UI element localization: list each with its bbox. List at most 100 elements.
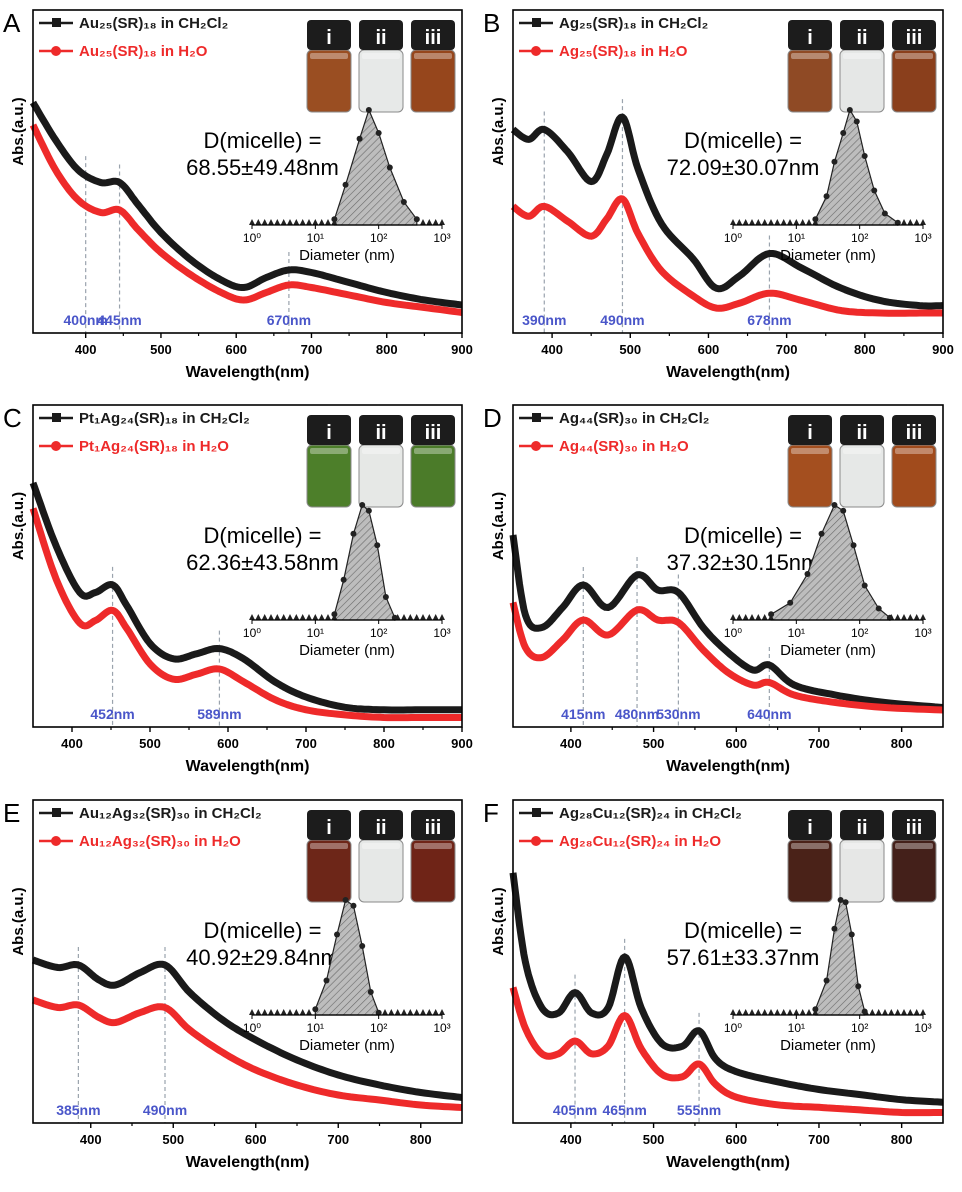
- legend-square-marker: [532, 413, 541, 422]
- peak-label: 670nm: [267, 312, 311, 328]
- series-line-ch2cl2: [509, 534, 944, 711]
- dls-marker: [920, 219, 926, 225]
- vial-cap: [411, 415, 455, 445]
- dls-marker: [875, 1009, 882, 1015]
- inset-tick-label: 10⁰: [724, 1021, 742, 1035]
- dls-marker: [413, 1009, 420, 1015]
- x-tick-label: 700: [301, 342, 323, 357]
- peak-label: 445nm: [97, 312, 141, 328]
- x-tick-label: 800: [376, 342, 398, 357]
- panel-b: B 390nm 490nm 678nm 400 500 600 700 800 900 Wavele…: [483, 8, 954, 381]
- dls-point: [848, 931, 855, 938]
- x-tick-label: 400: [61, 736, 83, 751]
- dls-point: [861, 1008, 868, 1015]
- dls-marker: [407, 614, 414, 620]
- inset-tick-label: 10¹: [788, 1021, 805, 1035]
- panel-f: F 405nm 465nm 555nm 400 500 600 700 800 Wavelengt…: [483, 798, 944, 1171]
- dls-point: [382, 594, 389, 600]
- dls-marker: [420, 614, 426, 620]
- dls-point: [837, 897, 844, 903]
- x-tick-label: 400: [560, 736, 582, 751]
- dls-point: [861, 153, 868, 159]
- legend-entry-h2o: Au₂₅(SR)₁₈ in H₂O: [39, 43, 208, 60]
- x-tick-label: 600: [245, 1132, 267, 1147]
- dls-marker: [407, 1009, 414, 1015]
- dls-marker: [768, 1009, 774, 1015]
- peak-label: 589nm: [197, 706, 241, 722]
- dls-marker: [787, 219, 793, 225]
- peak-label: 405nm: [553, 1102, 597, 1118]
- vial-highlight: [843, 843, 881, 849]
- vial-body: [358, 444, 404, 508]
- vial-ii: ii: [358, 20, 404, 113]
- dls-marker: [249, 614, 255, 620]
- dls-marker: [293, 219, 300, 225]
- vial-highlight: [362, 843, 400, 849]
- dls-marker: [774, 219, 781, 225]
- y-axis-title: Abs.(a.u.): [10, 97, 27, 165]
- dls-marker: [401, 614, 407, 620]
- legend-entry-h2o: Ag₂₈Cu₁₂(SR)₂₄ in H₂O: [519, 833, 721, 850]
- vial-body: [839, 839, 885, 903]
- series-line-h2o: [31, 996, 463, 1111]
- vial-label: ii: [375, 817, 386, 839]
- vial-highlight: [895, 53, 933, 59]
- dls-marker: [780, 1009, 787, 1015]
- vial-ii: ii: [358, 415, 404, 508]
- dls-marker: [394, 1009, 401, 1015]
- dls-marker: [268, 614, 274, 620]
- micelle-value: 40.92±29.84nm: [186, 945, 339, 970]
- dls-marker: [299, 614, 306, 620]
- panel-letter: D: [483, 403, 502, 433]
- dls-distribution: [814, 899, 866, 1016]
- dls-marker: [730, 219, 736, 225]
- dls-marker: [382, 1009, 388, 1015]
- dls-marker: [901, 1009, 907, 1015]
- inset-tick-label: 10⁰: [243, 626, 261, 640]
- dls-point: [367, 989, 374, 995]
- dls-marker: [312, 219, 319, 225]
- y-axis-title: Abs.(a.u.): [490, 492, 507, 560]
- vial-body: [410, 839, 456, 903]
- dls-inset: 10⁰ 10¹ 10² 10³ Diameter (nm): [724, 897, 932, 1054]
- legend-circle-marker: [531, 836, 541, 846]
- inset-tick-label: 10³: [914, 1021, 931, 1035]
- inset-tick-label: 10²: [370, 1021, 387, 1035]
- dls-point: [840, 130, 847, 136]
- series-line-ch2cl2: [509, 872, 944, 1106]
- series-line-h2o: [29, 123, 464, 316]
- vial-cap: [788, 810, 832, 840]
- dls-point: [768, 611, 775, 618]
- dls-point: [340, 576, 347, 583]
- inset-tick-label: 10⁰: [724, 626, 742, 640]
- dls-marker: [280, 1009, 287, 1015]
- x-tick-label: 700: [776, 342, 798, 357]
- dls-marker: [920, 1009, 926, 1015]
- legend-label: Ag₄₄(SR)₃₀ in H₂O: [559, 438, 689, 455]
- vial-highlight: [310, 843, 348, 849]
- dls-marker: [920, 614, 926, 620]
- vial-cap: [307, 20, 351, 50]
- dls-marker: [432, 219, 439, 225]
- dls-point: [812, 216, 819, 223]
- x-tick-label: 500: [643, 736, 665, 751]
- vial-highlight: [310, 448, 348, 454]
- vial-body: [839, 49, 885, 113]
- dls-point: [391, 614, 398, 621]
- dls-marker: [806, 1009, 812, 1015]
- vial-highlight: [895, 448, 933, 454]
- dls-marker: [894, 1009, 901, 1015]
- legend-square-marker: [532, 808, 541, 817]
- legend-entry-ch2cl2: Pt₁Ag₂₄(SR)₁₈ in CH₂Cl₂: [39, 410, 250, 427]
- vial-label: i: [807, 422, 813, 444]
- inset-tick-label: 10²: [851, 1021, 868, 1035]
- vial-cap: [359, 20, 403, 50]
- dls-marker: [799, 1009, 806, 1015]
- dls-point: [842, 899, 849, 906]
- legend-circle-marker: [51, 441, 61, 451]
- dls-marker: [249, 219, 255, 225]
- x-tick-label: 400: [80, 1132, 102, 1147]
- panel-c: C 452nm 589nm 400 500 600 700 800 900 Wavelength(…: [3, 403, 473, 775]
- legend-circle-marker: [51, 46, 61, 56]
